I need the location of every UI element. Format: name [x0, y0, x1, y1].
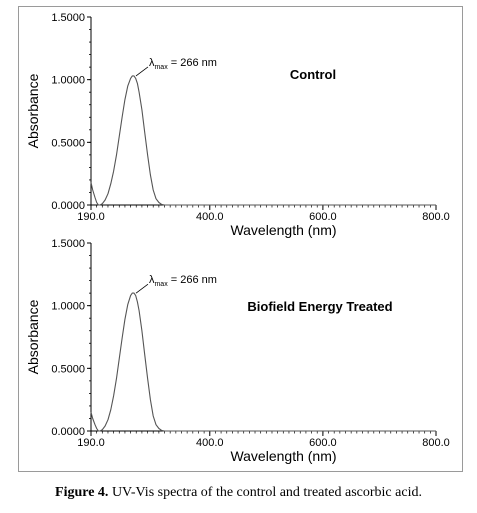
figure-caption: Figure 4. UV-Vis spectra of the control … — [0, 485, 477, 501]
lambda-max-annotation: λmax = 266 nm — [149, 274, 217, 288]
x-tick-label: 400.0 — [196, 437, 224, 449]
x-tick-label: 800.0 — [422, 437, 450, 449]
x-tick-label: 190.0 — [77, 211, 105, 223]
chart-title: Control — [290, 67, 336, 82]
x-axis-label: Wavelength (nm) — [230, 448, 336, 464]
series-line — [90, 292, 436, 432]
x-tick-label: 800.0 — [422, 211, 450, 223]
x-axis-label: Wavelength (nm) — [230, 222, 336, 238]
y-tick-label: 0.5000 — [51, 363, 85, 375]
annotation-leader — [135, 66, 149, 77]
x-tick-label: 190.0 — [77, 437, 105, 449]
series-line — [90, 75, 436, 206]
x-tick-label: 600.0 — [309, 437, 337, 449]
y-tick-label: 1.5000 — [51, 12, 85, 24]
y-axis-label: Absorbance — [25, 73, 41, 148]
figure-frame — [18, 6, 463, 472]
caption-text: UV-Vis spectra of the control and treate… — [108, 485, 422, 500]
y-tick-label: 0.0000 — [51, 426, 85, 438]
y-tick-label: 1.0000 — [51, 75, 85, 87]
spectra-charts: 0.0000 0.5000 1.0000 1.5000 190.0 400.0 600.0 8… — [25, 12, 450, 464]
y-tick-label: 0.0000 — [51, 200, 85, 212]
y-tick-label: 1.5000 — [51, 238, 85, 250]
y-axis-label: Absorbance — [25, 299, 41, 374]
annotation-leader — [135, 283, 149, 294]
x-tick-label: 600.0 — [309, 211, 337, 223]
y-tick-label: 0.5000 — [51, 137, 85, 149]
y-tick-label: 1.0000 — [51, 301, 85, 313]
lambda-max-annotation: λmax = 266 nm — [149, 57, 217, 71]
chart-title: Biofield Energy Treated — [247, 299, 392, 314]
caption-label: Figure 4. — [55, 485, 109, 500]
x-tick-label: 400.0 — [196, 211, 224, 223]
